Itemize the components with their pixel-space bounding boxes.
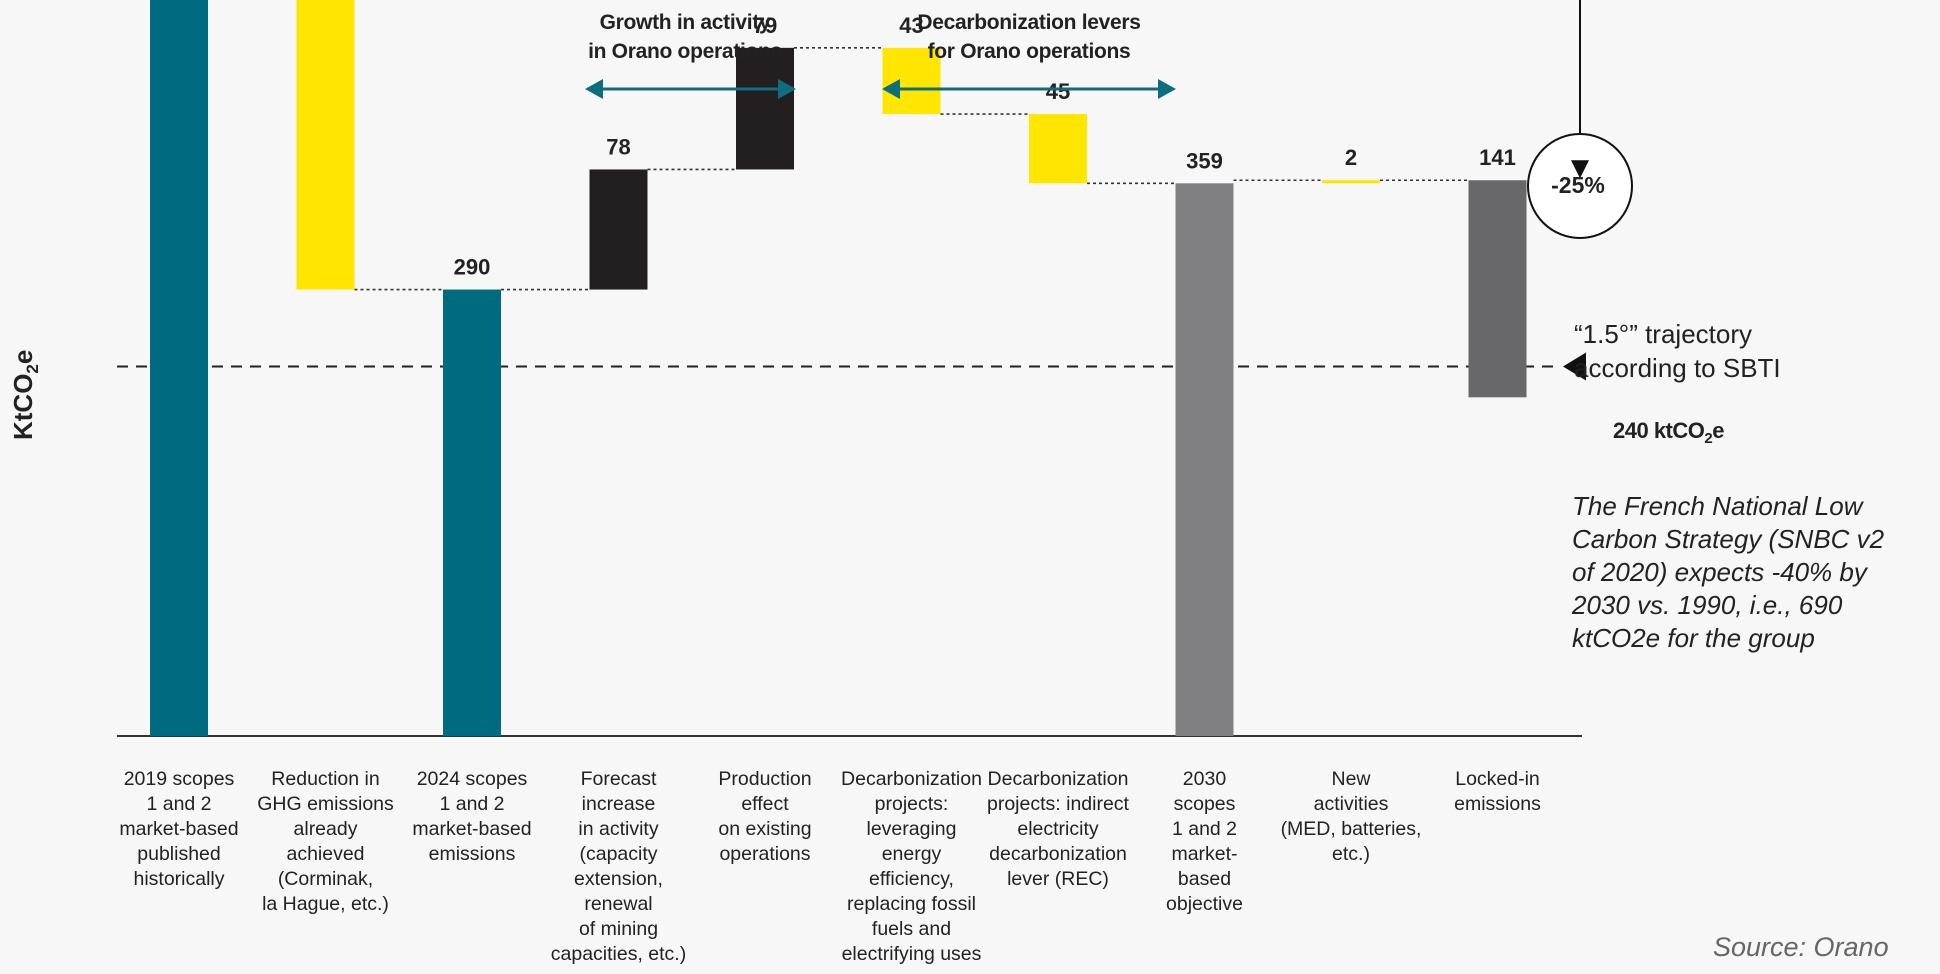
bar-8 (1175, 183, 1234, 736)
bar-6 (882, 47, 941, 115)
category-label: 2019 scopes 1 and 2 market-based publish… (119, 768, 239, 890)
category-label: 2024 scopes 1 and 2 market-based emissio… (412, 768, 532, 865)
bar-5 (736, 47, 794, 170)
snbc-note: The French National Low Carbon Strategy … (1572, 491, 1885, 653)
bar-value-label: 43 (899, 13, 923, 38)
bar-value-label: 290 (454, 255, 491, 280)
category-label: Production effect on existing operations (718, 768, 812, 865)
threshold-label: 240 ktCO2e (1613, 418, 1724, 447)
y-axis-label: KtCO2e (8, 349, 42, 440)
threshold-marker (1563, 352, 1586, 381)
category-label: New activities (MED, batteries, etc.) (1280, 768, 1422, 865)
bar-10 (1468, 180, 1527, 398)
growth-arrow-right-head (778, 79, 796, 99)
category-label: Forecast increase in activity (capacity … (550, 768, 687, 965)
bar-4 (589, 169, 648, 290)
bar-value-label: 2 (1345, 145, 1357, 170)
bar-3 (443, 289, 501, 736)
source-credit: Source: Orano (1713, 932, 1889, 962)
bar-1 (150, 0, 208, 736)
growth-arrow-left-head (585, 79, 603, 99)
reduction-circle (1527, 133, 1633, 239)
category-label: 2030 scopes 1 and 2 market- based object… (1166, 768, 1243, 915)
decarbonization-arrow-right-head (1158, 79, 1176, 99)
bar-7 (1029, 114, 1087, 184)
bar-value-label: 78 (606, 134, 630, 159)
group-title-growth: Growth in activity in Orano operations (588, 11, 782, 63)
category-label: Decarbonization projects: leveraging ene… (841, 768, 982, 965)
group-title-decarbonization: Decarbonization levers for Orano operati… (917, 11, 1141, 63)
category-label: Decarbonization projects: indirect elect… (987, 768, 1129, 890)
bar-2 (296, 0, 355, 290)
bar-9 (1322, 180, 1380, 184)
trajectory-note: “1.5°” trajectory according to SBTI (1574, 319, 1781, 383)
bar-value-label: 141 (1479, 145, 1516, 170)
reduction-percent-label: -25% (1551, 172, 1605, 198)
bar-value-label: 45 (1046, 79, 1070, 104)
bar-value-label: 359 (1186, 148, 1223, 173)
category-label: Locked-in emissions (1454, 768, 1541, 815)
decarbonization-arrow-left-head (882, 79, 900, 99)
reduction-arrowhead (1571, 160, 1589, 179)
category-label: Reduction in GHG emissions already achie… (257, 768, 394, 915)
bar-value-label: 79 (753, 13, 777, 38)
